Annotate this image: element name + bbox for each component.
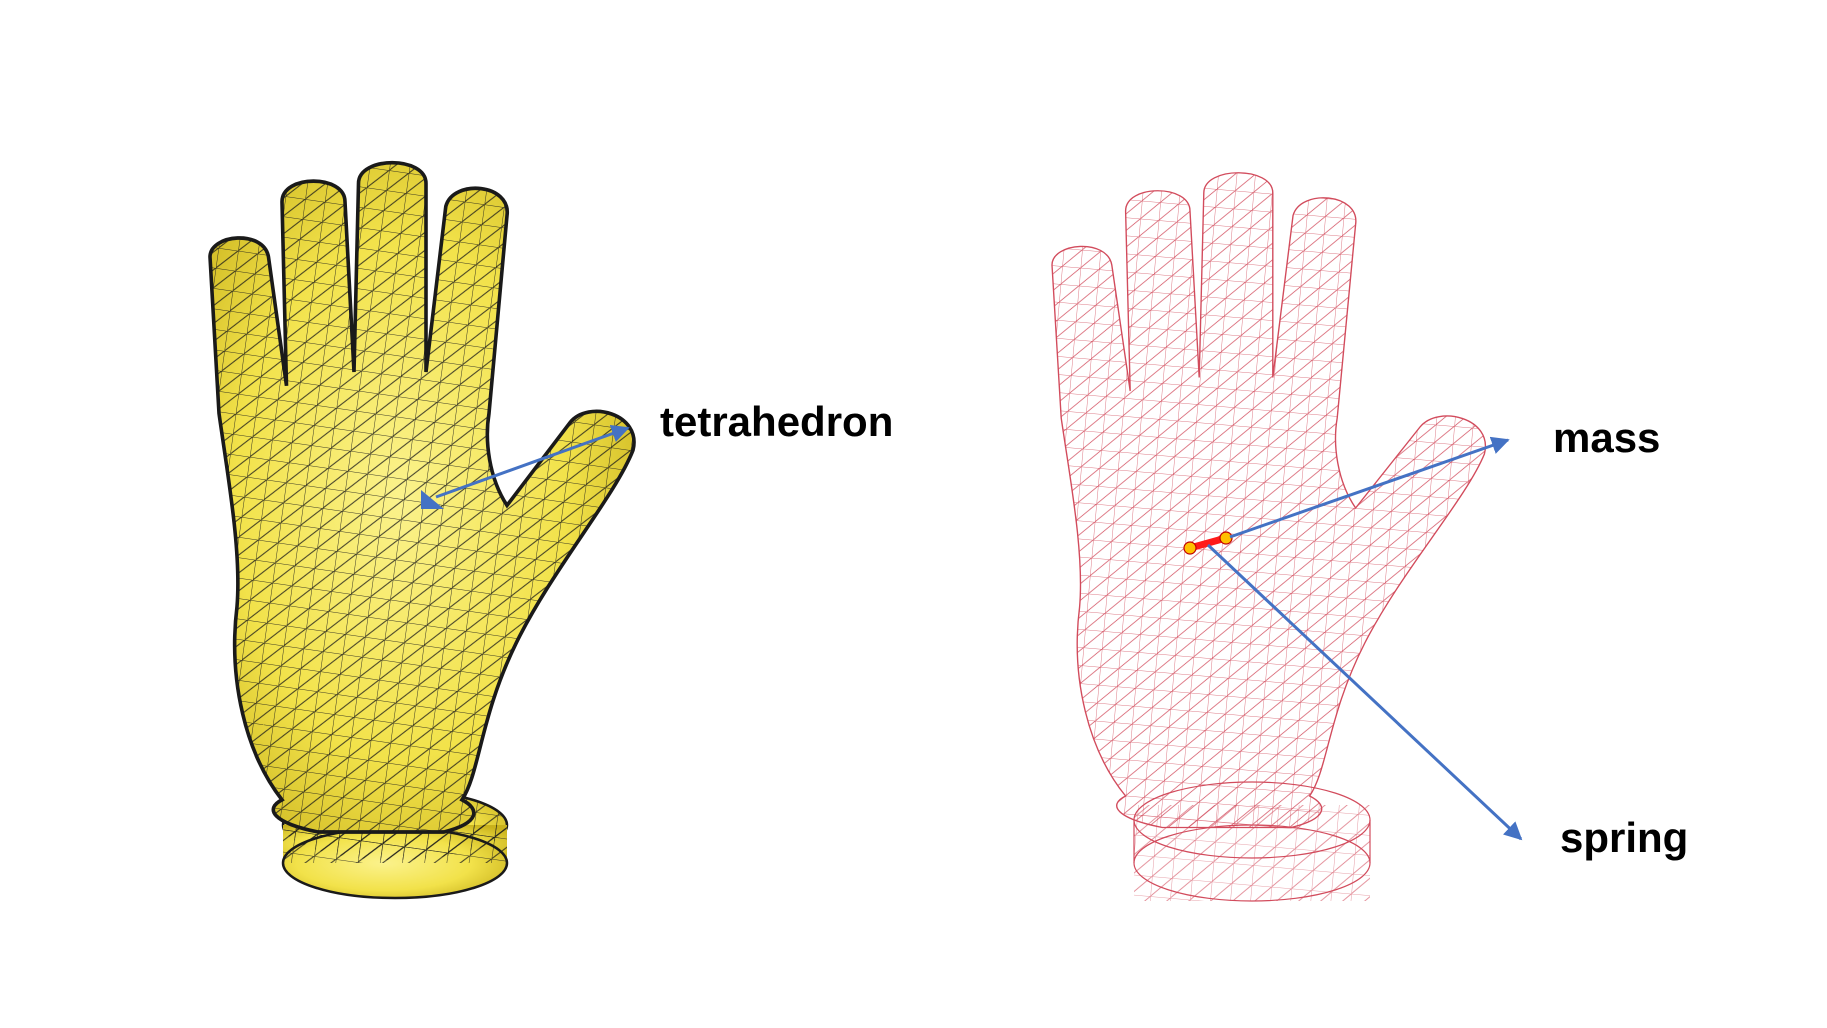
- tetrahedron-arrow: [435, 425, 630, 499]
- mass-node-right: [1219, 531, 1233, 545]
- wireframe-hand-model: [1051, 172, 1487, 902]
- tetrahedron-icon: [421, 490, 444, 509]
- wireframe-hand-body: [1051, 172, 1487, 829]
- tetrahedron-annotation: tetrahedron: [421, 398, 893, 509]
- solid-hand-model: [208, 160, 636, 900]
- mass-label: mass: [1553, 414, 1660, 461]
- mass-arrow: [1229, 436, 1510, 539]
- mass-node-left: [1183, 541, 1197, 555]
- mass-spring-annotation: mass spring: [1183, 414, 1688, 861]
- tetrahedron-label: tetrahedron: [660, 398, 893, 445]
- spring-label: spring: [1560, 814, 1688, 861]
- spring-arrow: [1206, 543, 1523, 841]
